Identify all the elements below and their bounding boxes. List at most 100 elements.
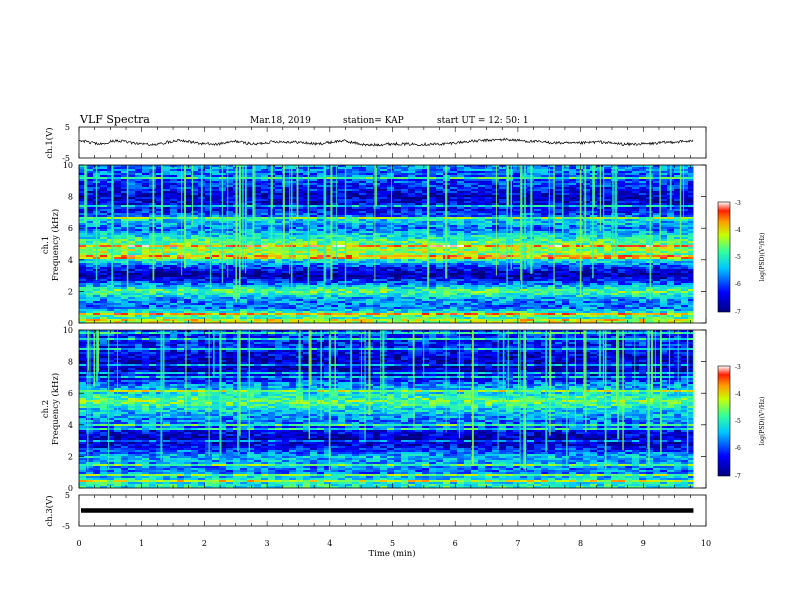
spectrogram-cell	[296, 191, 303, 194]
spectrogram-cell	[429, 207, 436, 210]
spectrogram-cell	[611, 249, 618, 252]
spectrogram-cell	[436, 203, 443, 206]
spectrogram-cell	[338, 181, 345, 184]
spectrogram-cell	[625, 249, 632, 252]
spectrogram-cell	[226, 275, 233, 278]
spectrogram-cell	[226, 255, 233, 258]
spectrogram-cell	[254, 233, 261, 236]
spectrogram-cell	[247, 165, 254, 168]
spectrogram-cell	[338, 237, 345, 240]
spectrogram-cell	[184, 233, 191, 236]
spectrogram-cell	[506, 247, 513, 250]
spectrogram-cell	[569, 215, 576, 218]
spectrogram-cell	[86, 271, 93, 274]
spectrogram-cell	[513, 183, 520, 186]
spectrogram-cell	[247, 167, 254, 170]
spectrogram-cell	[86, 179, 93, 182]
spectrogram-cell	[226, 269, 233, 272]
spectrogram-cell	[562, 221, 569, 224]
spectrogram-cell	[520, 231, 527, 234]
spectrogram-cell	[562, 233, 569, 236]
spectrogram-cell	[338, 229, 345, 232]
spectrogram-cell	[555, 195, 562, 198]
spectrogram-cell	[513, 273, 520, 276]
spectrogram-cell	[114, 239, 121, 242]
spectrogram-cell	[135, 215, 142, 218]
spectrogram-cell	[387, 261, 394, 264]
spectrogram-cell	[583, 247, 590, 250]
spectrogram-cell	[429, 255, 436, 258]
spectrogram-cell	[380, 273, 387, 276]
spectrogram-cell	[170, 255, 177, 258]
spectrogram-cell	[380, 239, 387, 242]
spectrogram-cell	[114, 229, 121, 232]
spectrogram-cell	[135, 203, 142, 206]
spectrogram-cell	[429, 165, 436, 168]
spectrogram-cell	[366, 195, 373, 198]
spectrogram-cell	[205, 193, 212, 196]
spectrogram-cell	[583, 237, 590, 240]
spectrogram-cell	[513, 167, 520, 170]
spectrogram-cell	[303, 245, 310, 248]
spectrogram-cell	[261, 261, 268, 264]
spectrogram-cell	[492, 183, 499, 186]
spectrogram-cell	[387, 227, 394, 230]
spectrogram-cell	[583, 183, 590, 186]
spectrogram-cell	[674, 247, 681, 250]
spectrogram-cell	[653, 257, 660, 260]
spectrogram-cell	[569, 193, 576, 196]
spectrogram-cell	[429, 259, 436, 262]
spectrogram-cell	[226, 195, 233, 198]
spectrogram-cell	[548, 267, 555, 270]
spectrogram-cell	[226, 189, 233, 192]
spectrogram-cell	[303, 231, 310, 234]
spectrogram-cell	[282, 191, 289, 194]
spectrogram-cell	[128, 217, 135, 220]
spectrogram-cell	[506, 237, 513, 240]
spectrogram-cell	[156, 261, 163, 264]
spectrogram-cell	[478, 187, 485, 190]
spectrogram-cell	[303, 183, 310, 186]
spectrogram-cell	[261, 205, 268, 208]
spectrogram-cell	[513, 211, 520, 214]
spectrogram-cell	[394, 221, 401, 224]
spectrogram-cell	[331, 249, 338, 252]
spectrogram-cell	[457, 171, 464, 174]
spectrogram-cell	[499, 261, 506, 264]
spectrogram-cell	[254, 265, 261, 268]
spectrogram-cell	[345, 257, 352, 260]
spectrogram-cell	[478, 255, 485, 258]
spectrogram-cell	[401, 257, 408, 260]
spectrogram-cell	[254, 177, 261, 180]
spectrogram-cell	[226, 271, 233, 274]
spectrogram-cell	[485, 165, 492, 168]
spectrogram-cell	[135, 247, 142, 250]
spectrogram-cell	[226, 177, 233, 180]
spectrogram-cell	[674, 229, 681, 232]
spectrogram-cell	[611, 259, 618, 262]
spectrogram-cell	[597, 245, 604, 248]
spectrogram-cell	[499, 173, 506, 176]
spectrogram-cell	[422, 203, 429, 206]
spectrogram-cell	[506, 229, 513, 232]
spectrogram-cell	[345, 249, 352, 252]
spectrogram-cell	[324, 245, 331, 248]
spectrogram-cell	[114, 217, 121, 220]
spectrogram-cell	[408, 171, 415, 174]
spectrogram-cell	[163, 199, 170, 202]
spectrogram-cell	[212, 207, 219, 210]
spectrogram-cell	[492, 235, 499, 238]
spectrogram-cell	[492, 239, 499, 242]
spectrogram-cell	[121, 187, 128, 190]
spectrogram-cell	[429, 227, 436, 230]
spectrogram-cell	[317, 205, 324, 208]
spectrogram-cell	[268, 263, 275, 266]
spectrogram-cell	[310, 267, 317, 270]
spectrogram-cell	[401, 265, 408, 268]
spectrogram-cell	[534, 245, 541, 248]
spectrogram-cell	[128, 201, 135, 204]
spectrogram-cell	[485, 223, 492, 226]
spectrogram-cell	[128, 221, 135, 224]
spectrogram-cell	[555, 187, 562, 190]
spectrogram-cell	[205, 179, 212, 182]
